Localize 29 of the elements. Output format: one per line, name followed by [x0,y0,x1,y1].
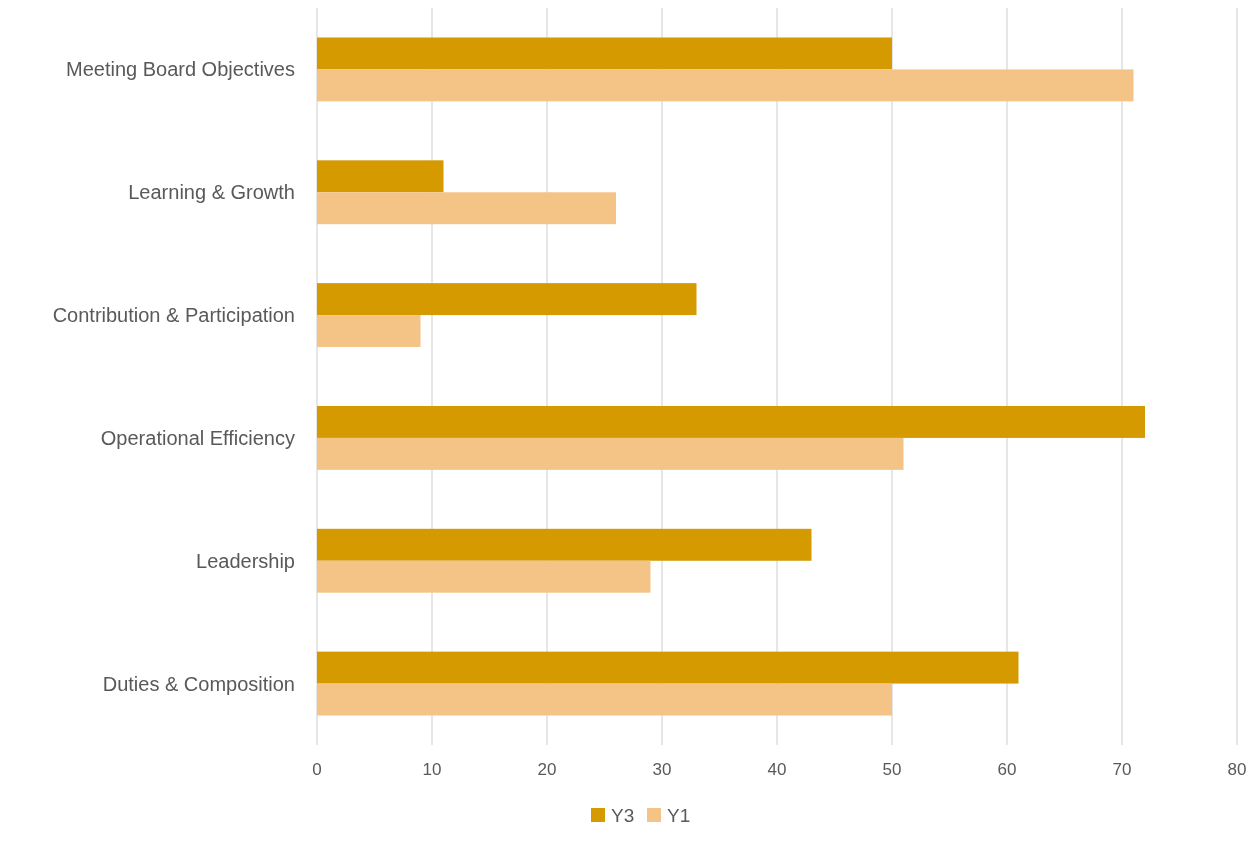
bar [317,651,1019,684]
bar [317,683,892,716]
bar [317,37,892,70]
bar [317,315,421,348]
y-tick-label: Learning & Growth [128,181,295,204]
x-tick-label: 0 [312,760,322,779]
x-tick-label: 20 [537,760,557,779]
bar [317,283,697,316]
legend-label: Y1 [667,804,691,826]
x-tick-label: 70 [1112,760,1132,779]
x-tick-label: 80 [1227,760,1247,779]
legend-label: Y3 [611,804,635,826]
bar [317,437,904,470]
y-tick-label: Leadership [196,549,295,572]
x-tick-label: 10 [422,760,442,779]
bar [317,560,651,593]
bar [317,69,1134,102]
bar [317,160,444,193]
x-tick-label: 30 [652,760,672,779]
bar [317,192,616,225]
y-tick-label: Operational Efficiency [100,426,295,449]
y-tick-label: Meeting Board Objectives [65,58,295,81]
y-tick-label: Duties & Composition [102,672,295,695]
x-tick-label: 50 [882,760,902,779]
bar [317,405,1145,438]
x-tick-label: 40 [767,760,787,779]
y-tick-label: Contribution & Participation [52,304,295,327]
x-tick-label: 60 [997,760,1017,779]
bar [317,528,812,561]
